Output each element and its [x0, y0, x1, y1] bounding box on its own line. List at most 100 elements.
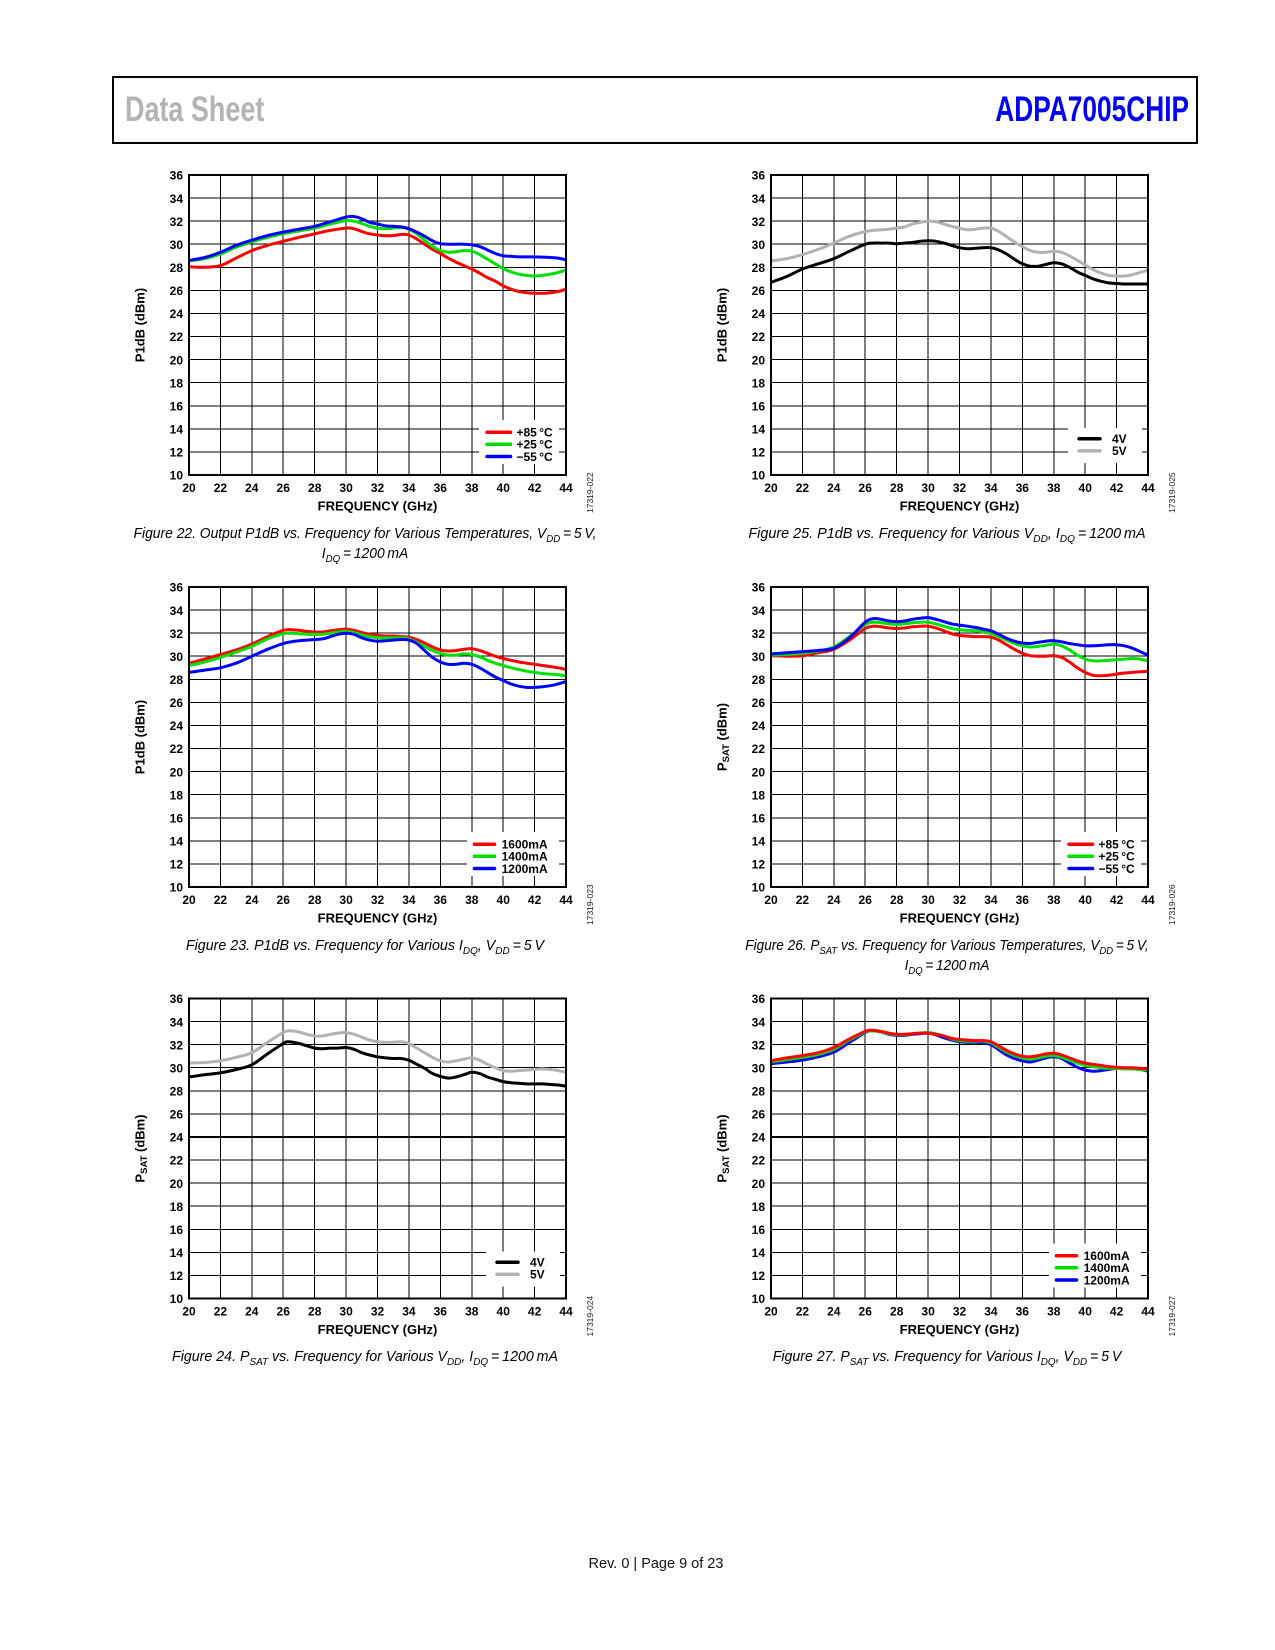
- svg-text:32: 32: [752, 215, 766, 229]
- svg-text:10: 10: [170, 1292, 184, 1306]
- svg-text:16: 16: [752, 812, 766, 826]
- svg-text:24: 24: [170, 307, 184, 321]
- svg-text:44: 44: [559, 893, 573, 907]
- svg-text:26: 26: [859, 893, 873, 907]
- svg-text:24: 24: [170, 719, 184, 733]
- svg-text:36: 36: [434, 481, 448, 495]
- svg-text:20: 20: [764, 481, 778, 495]
- svg-text:30: 30: [921, 481, 935, 495]
- svg-text:34: 34: [402, 893, 416, 907]
- svg-text:30: 30: [921, 893, 935, 907]
- svg-text:+25 °C: +25 °C: [1099, 850, 1136, 864]
- svg-text:30: 30: [170, 238, 184, 252]
- svg-text:24: 24: [752, 719, 766, 733]
- svg-text:34: 34: [984, 1305, 998, 1319]
- svg-text:18: 18: [752, 376, 766, 390]
- svg-text:12: 12: [170, 446, 184, 460]
- svg-text:+25 °C: +25 °C: [517, 438, 554, 452]
- svg-text:32: 32: [953, 893, 967, 907]
- svg-text:17319-027: 17319-027: [1167, 1296, 1177, 1337]
- svg-text:20: 20: [764, 893, 778, 907]
- svg-text:36: 36: [752, 169, 766, 183]
- svg-text:17319-024: 17319-024: [585, 1296, 595, 1337]
- svg-text:1200mA: 1200mA: [502, 862, 548, 876]
- svg-text:+85 °C: +85 °C: [517, 426, 554, 440]
- svg-text:42: 42: [528, 481, 542, 495]
- svg-text:22: 22: [214, 1305, 228, 1319]
- svg-text:30: 30: [339, 481, 353, 495]
- svg-text:38: 38: [1047, 893, 1061, 907]
- svg-text:20: 20: [182, 1305, 196, 1319]
- svg-text:−55 °C: −55 °C: [1099, 862, 1136, 876]
- svg-text:FREQUENCY (GHz): FREQUENCY (GHz): [318, 1322, 438, 1337]
- svg-text:10: 10: [752, 1292, 766, 1306]
- svg-text:20: 20: [170, 353, 184, 367]
- svg-text:−55 °C: −55 °C: [517, 450, 554, 464]
- svg-text:32: 32: [752, 627, 766, 641]
- svg-text:30: 30: [170, 650, 184, 664]
- svg-text:20: 20: [170, 1177, 184, 1191]
- svg-text:26: 26: [170, 696, 184, 710]
- svg-text:34: 34: [752, 604, 766, 618]
- svg-text:17319-022: 17319-022: [585, 472, 595, 513]
- svg-text:26: 26: [752, 696, 766, 710]
- svg-text:1600mA: 1600mA: [1084, 1249, 1130, 1263]
- svg-text:17319-026: 17319-026: [1167, 884, 1177, 925]
- svg-text:26: 26: [170, 1108, 184, 1122]
- svg-text:20: 20: [182, 893, 196, 907]
- svg-text:34: 34: [984, 893, 998, 907]
- svg-text:26: 26: [277, 1305, 291, 1319]
- svg-text:32: 32: [752, 1038, 766, 1052]
- svg-text:44: 44: [1141, 1305, 1155, 1319]
- svg-text:38: 38: [465, 481, 479, 495]
- svg-text:24: 24: [245, 1305, 259, 1319]
- svg-text:28: 28: [170, 261, 184, 275]
- svg-text:30: 30: [752, 238, 766, 252]
- svg-text:28: 28: [752, 1085, 766, 1099]
- svg-text:36: 36: [752, 992, 766, 1006]
- svg-text:24: 24: [827, 1305, 841, 1319]
- svg-text:30: 30: [752, 1061, 766, 1075]
- svg-text:10: 10: [752, 881, 766, 895]
- svg-text:38: 38: [1047, 1305, 1061, 1319]
- svg-text:44: 44: [1141, 481, 1155, 495]
- svg-text:20: 20: [764, 1305, 778, 1319]
- svg-text:14: 14: [752, 1246, 766, 1260]
- svg-text:28: 28: [170, 673, 184, 687]
- svg-text:30: 30: [921, 1305, 935, 1319]
- svg-text:40: 40: [497, 1305, 511, 1319]
- svg-text:10: 10: [752, 469, 766, 483]
- svg-text:36: 36: [170, 169, 184, 183]
- svg-text:PSAT (dBm): PSAT (dBm): [133, 1114, 151, 1182]
- svg-text:26: 26: [277, 893, 291, 907]
- svg-text:40: 40: [1079, 481, 1093, 495]
- svg-text:28: 28: [752, 673, 766, 687]
- svg-text:28: 28: [170, 1085, 184, 1099]
- svg-text:34: 34: [402, 1305, 416, 1319]
- svg-text:22: 22: [214, 893, 228, 907]
- svg-text:24: 24: [752, 1131, 766, 1145]
- svg-text:FREQUENCY (GHz): FREQUENCY (GHz): [318, 499, 438, 514]
- svg-text:20: 20: [752, 353, 766, 367]
- svg-text:24: 24: [827, 893, 841, 907]
- svg-text:12: 12: [752, 858, 766, 872]
- svg-text:28: 28: [308, 481, 322, 495]
- svg-text:12: 12: [170, 858, 184, 872]
- svg-text:1400mA: 1400mA: [502, 850, 548, 864]
- svg-text:22: 22: [796, 893, 810, 907]
- svg-text:16: 16: [752, 1223, 766, 1237]
- svg-text:20: 20: [752, 765, 766, 779]
- svg-text:30: 30: [339, 1305, 353, 1319]
- svg-text:32: 32: [371, 1305, 385, 1319]
- svg-text:28: 28: [308, 893, 322, 907]
- svg-text:18: 18: [170, 376, 184, 390]
- svg-text:36: 36: [752, 581, 766, 595]
- svg-text:18: 18: [752, 1200, 766, 1214]
- svg-text:44: 44: [1141, 893, 1155, 907]
- svg-text:16: 16: [170, 1223, 184, 1237]
- svg-text:14: 14: [752, 423, 766, 437]
- svg-text:1600mA: 1600mA: [502, 838, 548, 852]
- svg-text:26: 26: [170, 284, 184, 298]
- svg-text:26: 26: [859, 481, 873, 495]
- svg-text:34: 34: [752, 1015, 766, 1029]
